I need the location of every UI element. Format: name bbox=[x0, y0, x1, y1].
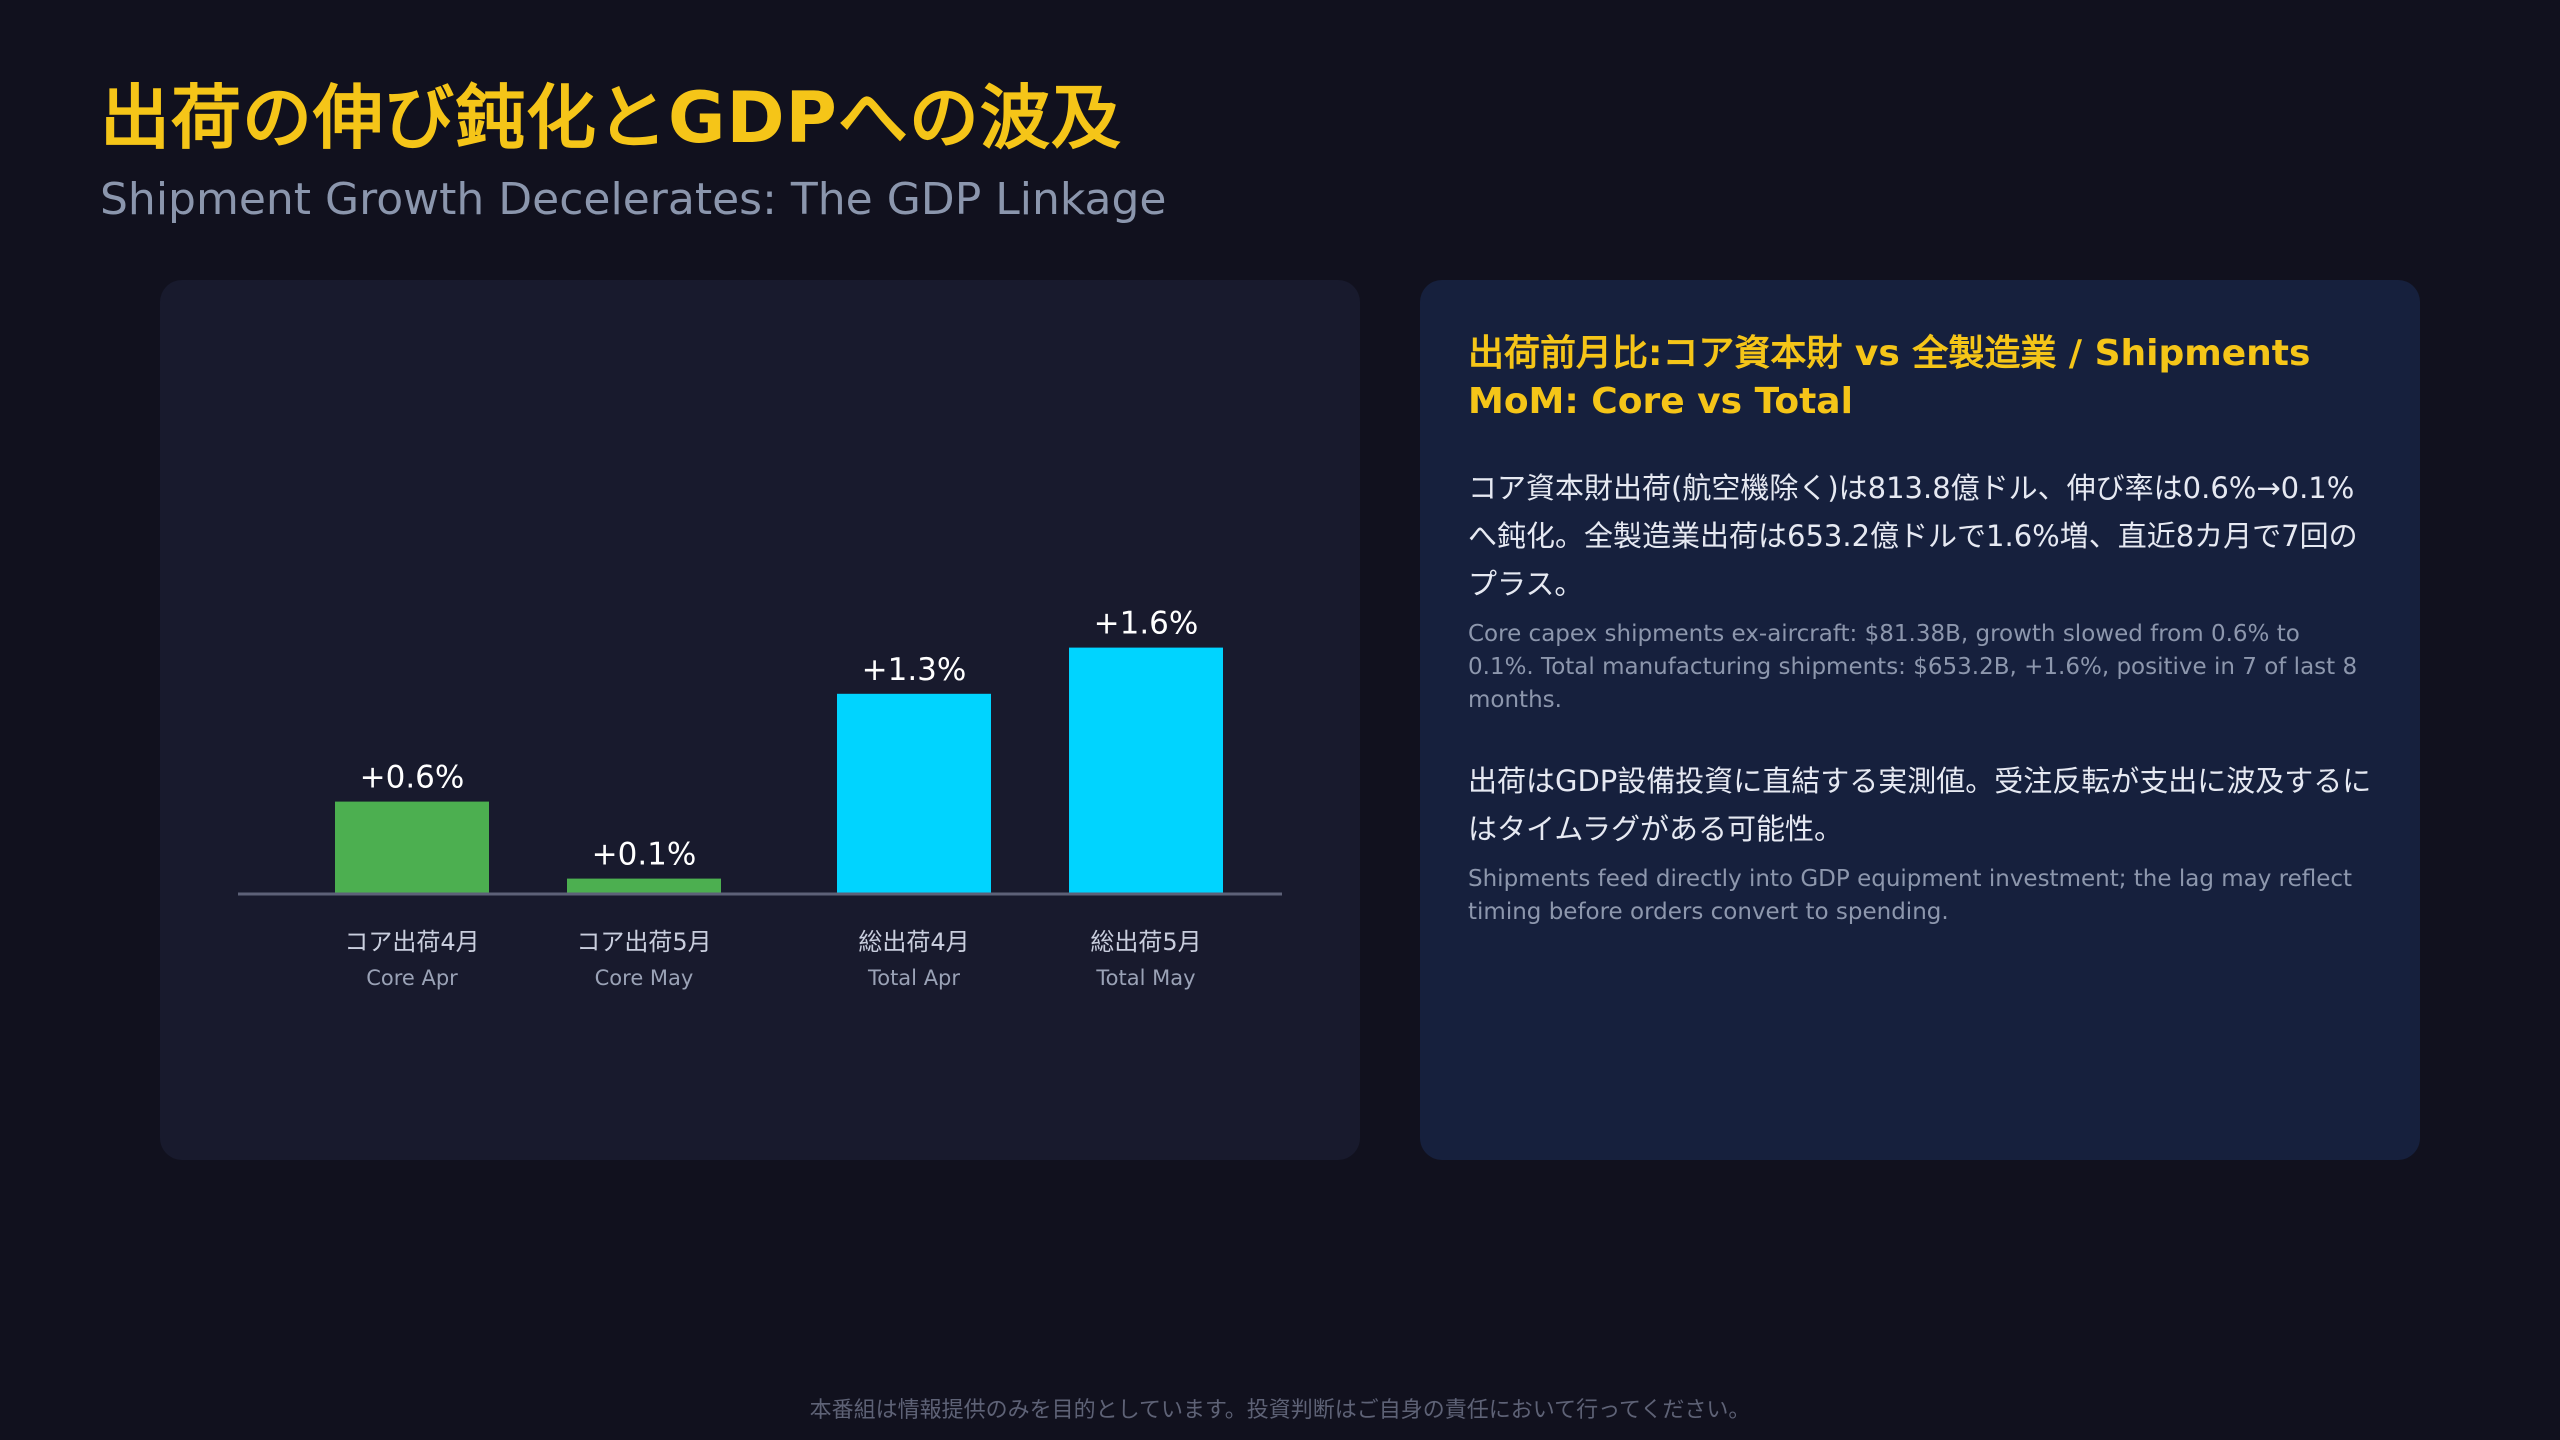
info-panel: 出荷前月比:コア資本財 vs 全製造業 / Shipments MoM: Cor… bbox=[1420, 280, 2420, 1160]
bar-value-label-0: +0.6% bbox=[360, 760, 465, 796]
footer-disclaimer: 本番組は情報提供のみを目的としています。投資判断はご自身の責任において行ってくだ… bbox=[809, 1398, 1751, 1423]
x-tick-label-jp-3: 総出荷5月 bbox=[1090, 928, 1201, 956]
info-heading: 出荷前月比:コア資本財 vs 全製造業 / Shipments MoM: Cor… bbox=[1468, 333, 2311, 422]
x-tick-label-jp-1: コア出荷5月 bbox=[576, 928, 711, 956]
bar-value-label-2: +1.3% bbox=[862, 652, 967, 688]
bar-0 bbox=[335, 801, 489, 894]
x-tick-label-jp-0: コア出荷4月 bbox=[344, 928, 479, 956]
info-block1-jp: コア資本財出荷(航空機除く)は813.8億ドル、伸び率は0.6%→0.1%へ鈍化… bbox=[1468, 471, 2358, 601]
info-block2-en: Shipments feed directly into GDP equipme… bbox=[1468, 866, 2353, 925]
bar-2 bbox=[837, 693, 991, 894]
shipments-bar-chart: +0.6% コア出荷4月 Core Apr +0.1% コア出荷5月 Core May +1… bbox=[238, 606, 1282, 990]
bar-value-label-3: +1.6% bbox=[1094, 606, 1199, 642]
info-block1-en: Core capex shipments ex-aircraft: $81.38… bbox=[1468, 621, 2358, 713]
page-title: 出荷の伸び鈍化とGDPへの波及 bbox=[100, 77, 1122, 159]
x-tick-label-en-1: Core May bbox=[595, 966, 694, 990]
bar-value-label-1: +0.1% bbox=[592, 837, 697, 873]
x-tick-label-en-0: Core Apr bbox=[366, 966, 458, 990]
x-tick-label-en-2: Total Apr bbox=[867, 966, 960, 990]
page-subtitle: Shipment Growth Decelerates: The GDP Lin… bbox=[100, 174, 1167, 225]
x-tick-label-jp-2: 総出荷4月 bbox=[858, 928, 969, 956]
bar-3 bbox=[1069, 647, 1223, 894]
x-tick-label-en-3: Total May bbox=[1095, 966, 1195, 990]
info-block2-jp: 出荷はGDP設備投資に直結する実測値。受注反転が支出に波及するにはタイムラグがあ… bbox=[1468, 764, 2372, 846]
chart-panel: +0.6% コア出荷4月 Core Apr +0.1% コア出荷5月 Core May +1… bbox=[160, 280, 1360, 1160]
bar-1 bbox=[567, 878, 721, 894]
